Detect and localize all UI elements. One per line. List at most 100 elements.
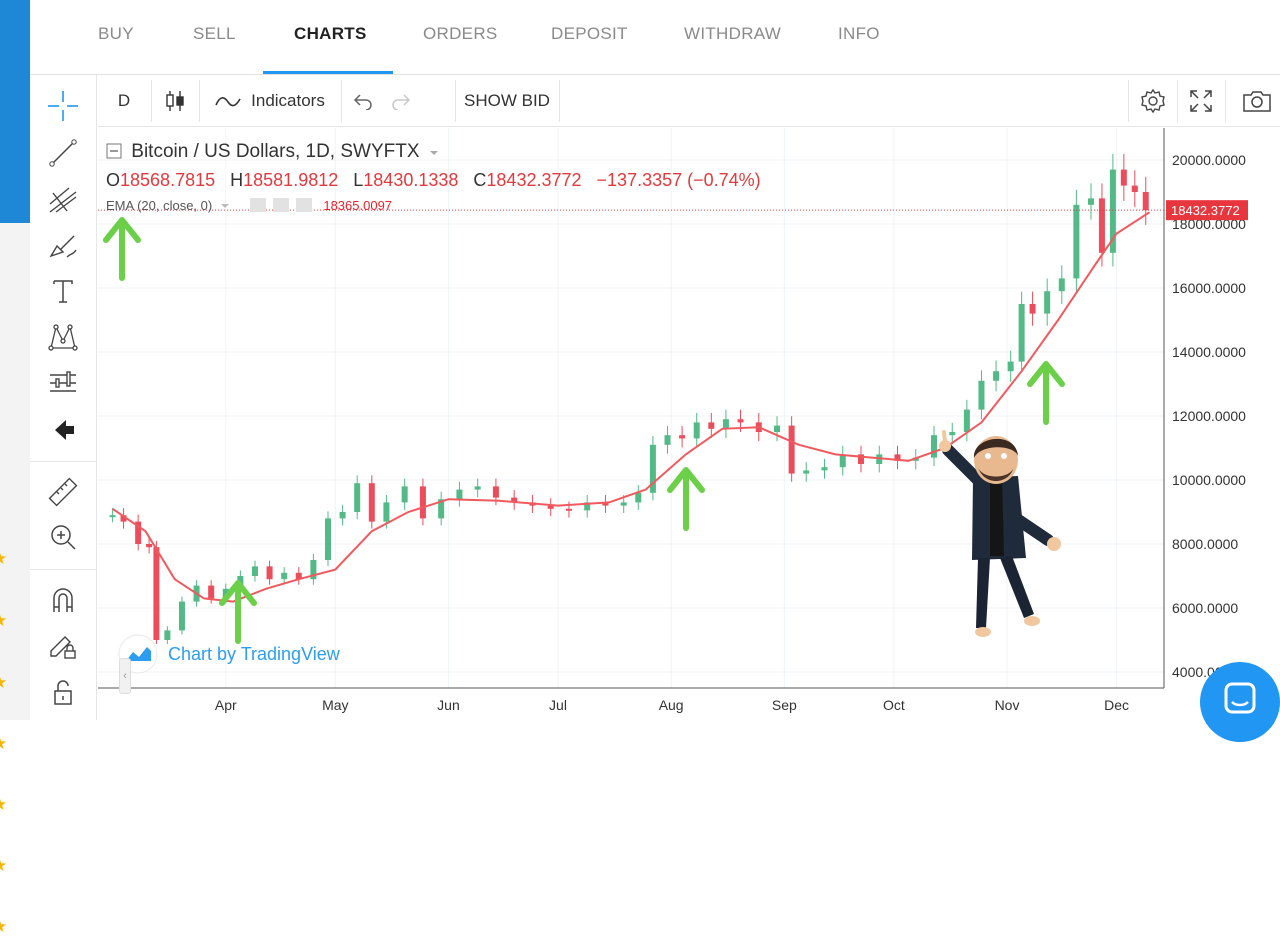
x-tick-label: Dec (1104, 697, 1129, 713)
fullscreen-icon[interactable] (1178, 76, 1224, 126)
change-value: −137.3357 (−0.74%) (596, 170, 761, 190)
candle-body (456, 489, 463, 500)
trend-line-icon[interactable] (44, 134, 82, 172)
chart-area[interactable]: 20000.0000 18000.0000 16000.0000 14000.0000… (98, 128, 1280, 720)
magnet-icon[interactable] (44, 581, 82, 619)
nav-withdraw[interactable]: WITHDRAW (684, 24, 782, 43)
toolbar-divider (30, 461, 96, 462)
candle-body (1044, 291, 1051, 314)
candle-body (993, 371, 1000, 381)
x-tick-label: Sep (772, 697, 797, 713)
watermark-text: Chart by TradingView (168, 643, 340, 664)
indicators-label: Indicators (251, 91, 325, 110)
candle-body (978, 380, 985, 410)
candle-body (1007, 361, 1014, 372)
eye-icon[interactable] (250, 198, 267, 212)
price-chart[interactable]: 20000.000018000.000016000.000014000.0000… (98, 128, 1280, 720)
zoom-in-icon[interactable] (44, 518, 82, 556)
candle-body (492, 486, 499, 498)
candle-body (679, 435, 686, 439)
y-tick-label: 6000.0000 (1172, 600, 1238, 616)
chat-widget-button[interactable] (1200, 662, 1280, 742)
crosshair-icon[interactable] (44, 87, 82, 125)
nav-sell[interactable]: SELL (193, 24, 236, 43)
nav-orders[interactable]: ORDERS (423, 24, 498, 43)
last-price-label: 18432.3772 (1171, 203, 1240, 218)
undo-icon[interactable] (344, 76, 382, 126)
candle-body (547, 505, 554, 509)
candle-body (931, 435, 938, 458)
candle-body (146, 544, 153, 548)
nav-deposit[interactable]: DEPOSIT (551, 24, 628, 43)
ema-label: EMA (20, close, 0) (106, 198, 213, 213)
collapse-icon[interactable] (106, 143, 122, 159)
pitchfork-icon[interactable] (44, 180, 82, 218)
candle-body (438, 499, 445, 519)
lock-drawings-icon[interactable] (44, 626, 82, 664)
toolbar-divider (341, 80, 342, 122)
settings-icon[interactable] (273, 198, 290, 212)
text-tool-icon[interactable] (44, 272, 82, 310)
candle-body (339, 512, 346, 519)
indicators-button[interactable]: Indicators (200, 76, 340, 126)
annotations (103, 217, 1065, 644)
collapse-toolbar-tab[interactable]: ‹ (119, 658, 131, 694)
star-icon: ★ (0, 550, 7, 567)
toolbar-divider (455, 80, 456, 122)
candle-body (1018, 304, 1025, 362)
prediction-icon[interactable] (44, 364, 82, 402)
candle-body (1142, 192, 1149, 211)
close-key: C (473, 170, 487, 190)
candle-body (266, 566, 273, 580)
chart-legend: Bitcoin / US Dollars, 1D, SWYFTX (106, 141, 439, 163)
unlock-icon[interactable] (44, 673, 82, 711)
back-arrow-icon[interactable] (44, 411, 82, 449)
candle-body (1109, 169, 1116, 253)
candle-body (251, 566, 258, 576)
brush-icon[interactable] (44, 226, 82, 264)
candle-body (803, 470, 810, 474)
cartoon-avatar (939, 430, 1061, 637)
ema-line-group (112, 211, 1150, 603)
show-bid-button[interactable]: SHOW BID (464, 91, 550, 110)
toolbar-divider (199, 80, 200, 122)
background-strip: ★ ★ ★ ★ ★ ★ ★ (0, 223, 30, 935)
candle-body (788, 425, 795, 474)
pattern-icon[interactable] (44, 318, 82, 356)
nav-info[interactable]: INFO (838, 24, 880, 43)
star-icon: ★ (0, 612, 7, 629)
candle-body (821, 467, 828, 471)
candle-body (120, 515, 127, 522)
candle-body (474, 486, 481, 490)
redo-icon[interactable] (382, 76, 420, 126)
candle-body (1029, 304, 1036, 314)
candle-body (178, 601, 185, 631)
candle-body (1087, 198, 1094, 205)
toolbar-divider (1128, 80, 1129, 122)
candles-icon[interactable] (152, 76, 198, 126)
nav-buy[interactable]: BUY (98, 24, 134, 43)
candle-body (324, 518, 331, 560)
interval-button[interactable]: D (117, 91, 131, 110)
candle-body (774, 425, 781, 432)
candle-body (584, 502, 591, 511)
chart-toolbar: D Indicators SHOW BID (98, 76, 1280, 127)
symbol-title: Bitcoin / US Dollars, 1D, SWYFTX (131, 141, 420, 162)
close-icon[interactable] (295, 198, 312, 212)
nav-charts[interactable]: CHARTS (294, 24, 367, 43)
dropdown-caret-icon[interactable] (220, 202, 230, 210)
open-value: 18568.7815 (120, 170, 216, 190)
drawing-toolbar (30, 75, 97, 720)
tradingview-watermark[interactable]: Chart by TradingView (118, 634, 340, 674)
dropdown-caret-icon[interactable] (429, 149, 439, 157)
active-tab-indicator (263, 71, 393, 74)
chat-icon (1224, 682, 1256, 714)
ohlc-values: O18568.7815 H18581.9812 L18430.1338 C184… (106, 170, 771, 191)
axes: 20000.000018000.000016000.000014000.0000… (98, 128, 1248, 713)
candle-body (401, 486, 408, 503)
camera-icon[interactable] (1230, 76, 1280, 126)
candle-body (963, 409, 970, 432)
y-tick-label: 14000.0000 (1172, 344, 1246, 360)
ruler-icon[interactable] (44, 473, 82, 511)
settings-gear-icon[interactable] (1130, 76, 1176, 126)
